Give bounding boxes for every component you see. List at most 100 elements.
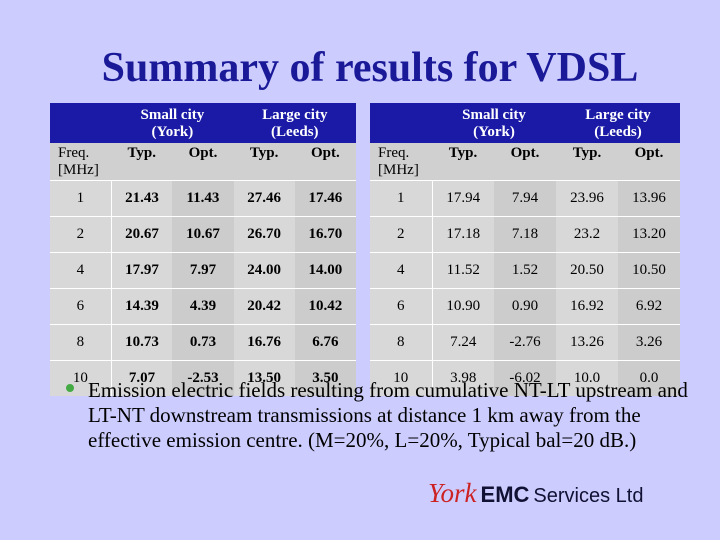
table-row: 2 20.67 10.67 26.70 16.70 — [50, 216, 356, 253]
value-cell: 16.92 — [556, 288, 618, 325]
value-cell: 16.70 — [294, 216, 356, 253]
value-cell: -6.02 — [494, 360, 556, 396]
column-header: Typ. — [432, 143, 494, 181]
value-cell: 11.43 — [172, 180, 234, 217]
value-cell: 20.50 — [556, 252, 618, 289]
freq-cell: 6 — [50, 288, 112, 325]
freq-cell: 10 — [50, 360, 112, 396]
value-cell: 17.94 — [432, 180, 494, 217]
freq-header: Freq. [MHz] — [370, 143, 432, 181]
table-row: 8 10.73 0.73 16.76 6.76 — [50, 324, 356, 361]
column-header: Typ. — [233, 143, 295, 181]
logo-emc: EMC — [480, 482, 530, 507]
table-row: 4 17.97 7.97 24.00 14.00 — [50, 252, 356, 289]
value-cell: -2.76 — [494, 324, 556, 361]
value-cell: 0.0 — [618, 360, 680, 396]
note-text: Emission electric fields resulting from … — [88, 378, 688, 452]
value-cell: 23.2 — [556, 216, 618, 253]
table-row: 1 21.43 11.43 27.46 17.46 — [50, 180, 356, 217]
freq-cell: 2 — [50, 216, 112, 253]
value-cell: 10.73 — [111, 324, 173, 361]
value-cell: 21.43 — [111, 180, 173, 217]
value-cell: 10.90 — [432, 288, 494, 325]
results-table-left: Small city (York) Large city (Leeds) Freq. [M… — [50, 103, 356, 396]
group-header-city: (Leeds) — [594, 124, 642, 140]
value-cell: 20.67 — [111, 216, 173, 253]
table-row: 2 17.18 7.18 23.2 13.20 — [370, 216, 680, 253]
group-header-city: (York) — [151, 124, 194, 140]
value-cell: 17.97 — [111, 252, 173, 289]
freq-cell: 4 — [370, 252, 433, 289]
value-cell: 7.18 — [494, 216, 556, 253]
value-cell: 10.67 — [172, 216, 234, 253]
value-cell: 13.20 — [618, 216, 680, 253]
freq-header-unit: [MHz] — [58, 162, 99, 178]
value-cell: 26.70 — [233, 216, 295, 253]
table-row: 6 14.39 4.39 20.42 10.42 — [50, 288, 356, 325]
column-header: Opt. — [618, 143, 680, 181]
freq-cell: 4 — [50, 252, 112, 289]
company-logo: York EMC Services Ltd — [428, 478, 643, 509]
group-header-name: Small city — [140, 107, 205, 123]
value-cell: 7.24 — [432, 324, 494, 361]
column-header: Opt. — [294, 143, 356, 181]
value-cell: 20.42 — [233, 288, 295, 325]
column-header: Typ. — [556, 143, 618, 181]
freq-cell: 10 — [370, 360, 433, 396]
freq-cell: 6 — [370, 288, 433, 325]
value-cell: 11.52 — [432, 252, 494, 289]
freq-header-label: Freq. — [58, 145, 90, 161]
value-cell: 1.52 — [494, 252, 556, 289]
value-cell: 13.26 — [556, 324, 618, 361]
logo-services: Services Ltd — [533, 485, 644, 507]
group-header-city: (York) — [473, 124, 515, 140]
group-header: Small city (York) — [111, 103, 234, 143]
group-header: Small city (York) — [432, 103, 556, 143]
value-cell: 10.0 — [556, 360, 618, 396]
slide-title: Summary of results for VDSL — [101, 45, 639, 91]
freq-cell: 1 — [370, 180, 433, 217]
value-cell: 3.98 — [432, 360, 494, 396]
group-header-name: Small city — [462, 107, 526, 123]
value-cell: 17.46 — [294, 180, 356, 217]
value-cell: -2.53 — [172, 360, 234, 396]
value-cell: 17.18 — [432, 216, 494, 253]
group-header: Large city (Leeds) — [233, 103, 356, 143]
table-row: 8 7.24 -2.76 13.26 3.26 — [370, 324, 680, 361]
value-cell: 10.50 — [618, 252, 680, 289]
value-cell: 4.39 — [172, 288, 234, 325]
header-blank — [50, 103, 112, 143]
results-table-right: Small city (York) Large city (Leeds) Freq. [M… — [370, 103, 680, 396]
bullet-icon — [66, 384, 74, 392]
table-row: 1 17.94 7.94 23.96 13.96 — [370, 180, 680, 217]
value-cell: 3.50 — [294, 360, 356, 396]
header-blank — [370, 103, 432, 143]
freq-cell: 1 — [50, 180, 112, 217]
freq-header-label: Freq. — [378, 145, 410, 161]
group-header: Large city (Leeds) — [556, 103, 680, 143]
note-bullet: Emission electric fields resulting from … — [66, 378, 706, 453]
value-cell: 23.96 — [556, 180, 618, 217]
group-header-city: (Leeds) — [271, 124, 319, 140]
column-header: Typ. — [111, 143, 173, 181]
freq-cell: 8 — [370, 324, 433, 361]
value-cell: 24.00 — [233, 252, 295, 289]
value-cell: 14.39 — [111, 288, 173, 325]
value-cell: 0.73 — [172, 324, 234, 361]
freq-header: Freq. [MHz] — [50, 143, 112, 181]
column-header: Opt. — [172, 143, 234, 181]
group-header-name: Large city — [585, 107, 651, 123]
value-cell: 14.00 — [294, 252, 356, 289]
table-row: 10 3.98 -6.02 10.0 0.0 — [370, 360, 680, 396]
value-cell: 16.76 — [233, 324, 295, 361]
value-cell: 13.96 — [618, 180, 680, 217]
freq-header-unit: [MHz] — [378, 162, 419, 178]
table-row: 10 7.07 -2.53 13.50 3.50 — [50, 360, 356, 396]
value-cell: 7.97 — [172, 252, 234, 289]
freq-cell: 2 — [370, 216, 433, 253]
group-header-name: Large city — [262, 107, 328, 123]
value-cell: 7.07 — [111, 360, 173, 396]
value-cell: 3.26 — [618, 324, 680, 361]
table-row: 6 10.90 0.90 16.92 6.92 — [370, 288, 680, 325]
freq-cell: 8 — [50, 324, 112, 361]
